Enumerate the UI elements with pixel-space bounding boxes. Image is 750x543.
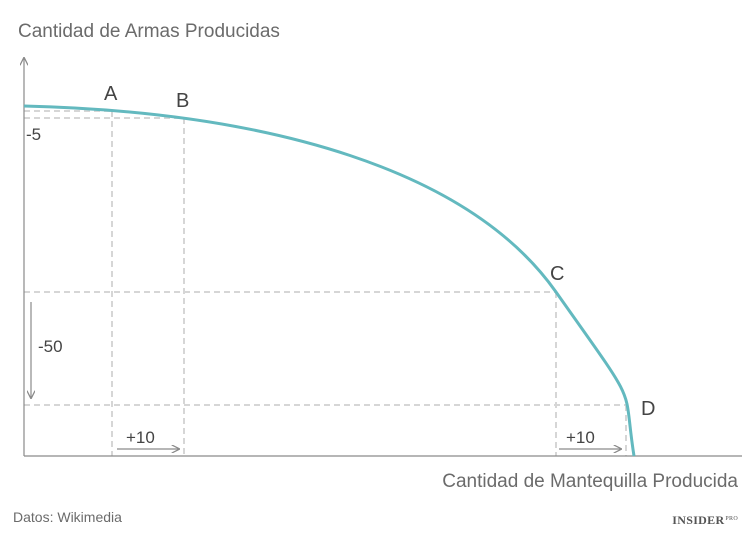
point-label-c: C <box>550 263 564 285</box>
annotation-minus-5: -5 <box>26 125 41 144</box>
annotation-plus-10-cd: +10 <box>566 428 595 447</box>
y-axis-title: Cantidad de Armas Producidas <box>18 21 280 42</box>
point-label-d: D <box>641 398 655 420</box>
x-axis-title: Cantidad de Mantequilla Producida <box>442 471 738 492</box>
brand-sup: PRO <box>725 516 738 522</box>
annotation-plus-10-ab: +10 <box>126 428 155 447</box>
frontier-curve <box>23 104 636 457</box>
brand-name: INSIDER <box>672 513 725 527</box>
guide-lines <box>24 110 627 456</box>
annotation-minus-50: -50 <box>38 337 63 356</box>
point-label-a: A <box>104 83 118 105</box>
point-label-b: B <box>176 90 189 112</box>
brand-logo: INSIDERPRO <box>672 513 738 528</box>
source-note: Datos: Wikimedia <box>13 509 122 525</box>
